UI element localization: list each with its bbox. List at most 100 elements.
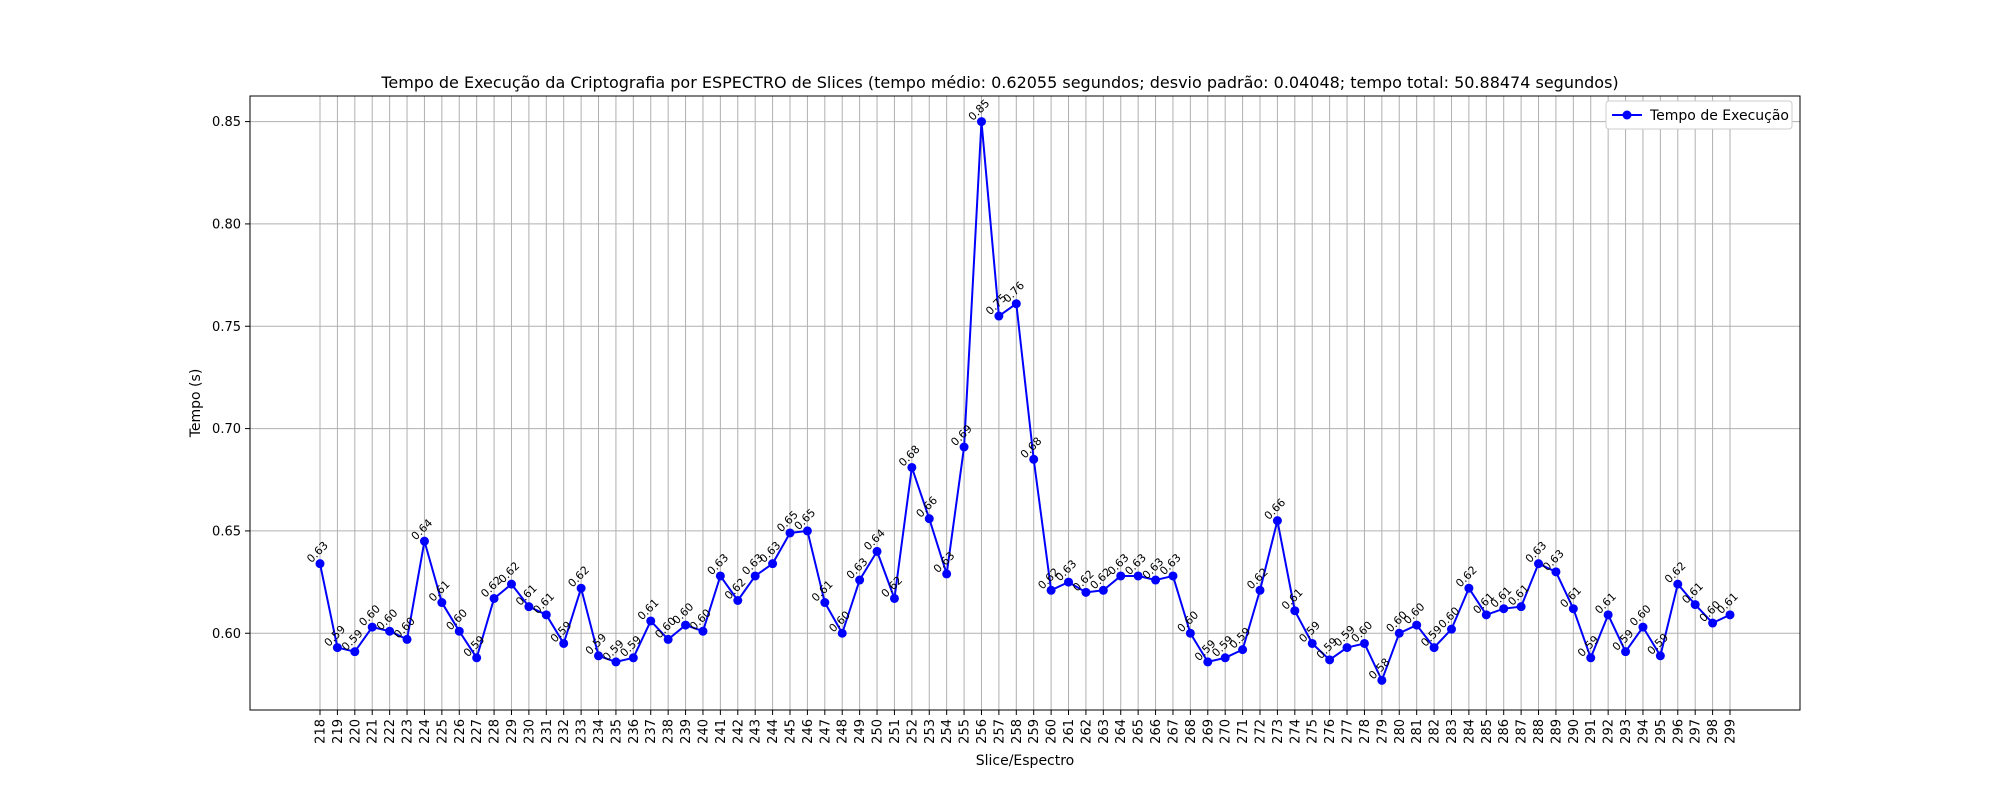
x-tick-label: 269 (1201, 719, 1216, 744)
x-tick-label: 224 (418, 719, 433, 744)
data-point (1429, 643, 1439, 653)
x-tick-label: 236 (627, 719, 642, 744)
x-tick-label: 260 (1045, 719, 1060, 744)
data-point (472, 653, 482, 663)
x-tick-label: 246 (801, 719, 816, 744)
axes: 218 219 220 221 222 223 224 225 226 227 228 229 230 2… (212, 115, 1738, 744)
data-point (332, 643, 342, 653)
legend-marker (1622, 110, 1632, 120)
x-tick-label: 223 (401, 719, 416, 744)
x-tick-label: 263 (1097, 719, 1112, 744)
data-point (820, 598, 830, 608)
x-tick-label: 234 (592, 719, 607, 744)
x-tick-label: 268 (1184, 719, 1199, 744)
x-tick-label: 235 (609, 719, 624, 744)
data-point (1151, 575, 1161, 585)
data-point (611, 657, 621, 667)
x-tick-label: 271 (1236, 719, 1251, 744)
y-tick-label: 0.65 (212, 524, 241, 539)
data-point (1064, 577, 1074, 587)
x-tick-label: 283 (1445, 719, 1460, 744)
x-tick-label: 227 (470, 719, 485, 744)
x-tick-label: 299 (1724, 719, 1739, 744)
x-tick-label: 267 (1166, 719, 1181, 744)
x-tick-label: 286 (1497, 719, 1512, 744)
data-point (1499, 604, 1509, 614)
x-tick-label: 218 (314, 719, 329, 744)
x-tick-label: 289 (1549, 719, 1564, 744)
data-point (1464, 583, 1474, 593)
x-tick-label: 293 (1619, 719, 1634, 744)
data-point (1185, 628, 1195, 638)
y-tick-label: 0.85 (212, 115, 241, 130)
data-point (1359, 638, 1369, 648)
data-point (1307, 638, 1317, 648)
grid (250, 96, 1800, 710)
x-axis-label: Slice/Espectro (976, 753, 1075, 769)
data-point (698, 626, 708, 636)
x-tick-label: 270 (1219, 719, 1234, 744)
data-point (1290, 606, 1300, 616)
data-point (994, 311, 1004, 321)
data-point (1568, 604, 1578, 614)
x-tick-label: 276 (1323, 719, 1338, 744)
data-point (524, 602, 534, 612)
data-point (1116, 571, 1126, 581)
data-point (681, 620, 691, 630)
x-tick-label: 292 (1602, 719, 1617, 744)
data-point (1272, 516, 1282, 526)
data-point (837, 628, 847, 638)
data-point (959, 442, 969, 452)
data-point (1621, 647, 1631, 657)
x-tick-label: 229 (505, 719, 520, 744)
data-point (1516, 602, 1526, 612)
data-point (437, 598, 447, 608)
data-point (1586, 653, 1596, 663)
x-tick-label: 221 (366, 719, 381, 744)
data-point (1534, 559, 1544, 569)
data-point (802, 526, 812, 536)
data-point (1081, 587, 1091, 597)
data-point (350, 647, 360, 657)
data-point (489, 593, 499, 603)
data-point (1725, 610, 1735, 620)
data-point (872, 546, 882, 556)
x-tick-label: 296 (1671, 719, 1686, 744)
x-tick-label: 259 (1027, 719, 1042, 744)
x-tick-label: 284 (1462, 719, 1477, 744)
data-point (768, 559, 778, 569)
data-point (559, 638, 569, 648)
legend: Tempo de Execução (1605, 100, 1793, 130)
x-tick-label: 220 (348, 719, 363, 744)
data-point (594, 651, 604, 661)
x-tick-label: 275 (1306, 719, 1321, 744)
x-tick-label: 261 (1062, 719, 1077, 744)
x-tick-label: 225 (435, 719, 450, 744)
x-tick-label: 245 (784, 719, 799, 744)
data-point (1446, 624, 1456, 634)
x-tick-label: 243 (749, 719, 764, 744)
data-point (1673, 579, 1683, 589)
legend-box (1605, 100, 1793, 130)
x-tick-label: 238 (662, 719, 677, 744)
data-point (541, 610, 551, 620)
data-point (942, 569, 952, 579)
x-tick-label: 297 (1689, 719, 1704, 744)
data-point (1098, 585, 1108, 595)
x-tick-label: 250 (871, 719, 886, 744)
data-point (576, 583, 586, 593)
x-tick-label: 290 (1567, 719, 1582, 744)
y-tick-label: 0.60 (212, 627, 241, 642)
x-tick-label: 255 (958, 719, 973, 744)
data-point (1481, 610, 1491, 620)
y-axis-label: Tempo (s) (188, 369, 204, 439)
x-tick-label: 264 (1114, 719, 1129, 744)
x-tick-label: 254 (940, 719, 955, 744)
x-tick-label: 266 (1149, 719, 1164, 744)
x-tick-label: 279 (1375, 719, 1390, 744)
data-point (924, 514, 934, 524)
data-point (750, 571, 760, 581)
data-point (315, 559, 325, 569)
data-point (1603, 610, 1613, 620)
